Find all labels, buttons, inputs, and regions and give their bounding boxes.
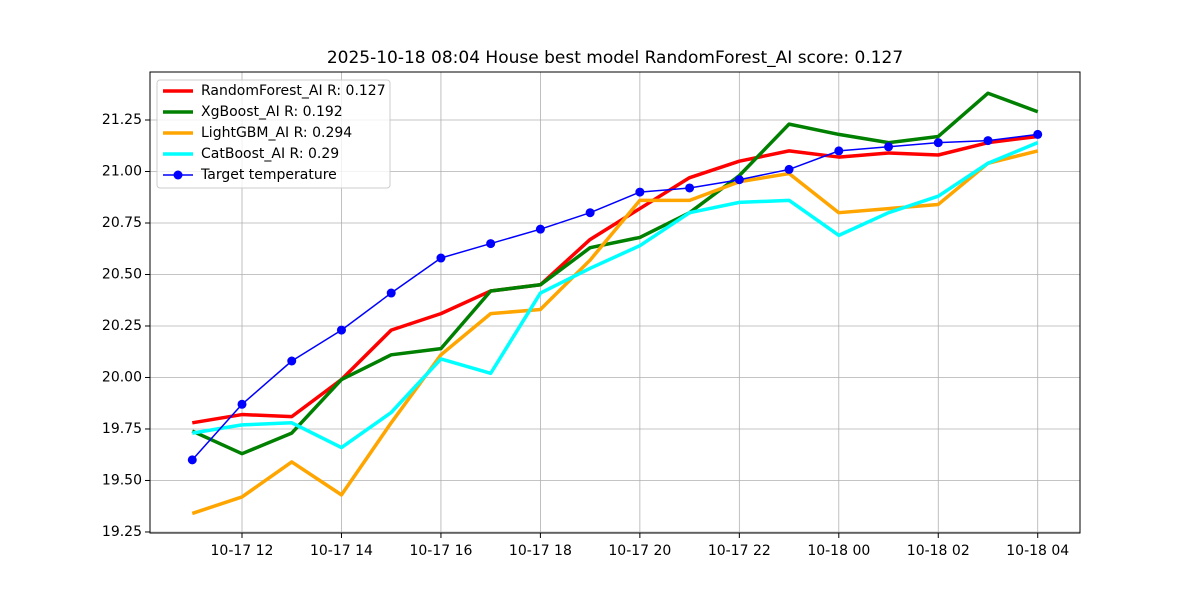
legend-label: XgBoost_AI R: 0.192 bbox=[201, 104, 343, 120]
point bbox=[585, 208, 595, 218]
point bbox=[386, 288, 396, 298]
legend-label: CatBoost_AI R: 0.29 bbox=[201, 146, 339, 162]
legend: RandomForest_AI R: 0.127 XgBoost_AI R: 0.… bbox=[156, 79, 391, 189]
y-tick-label: 19.50 bbox=[102, 472, 142, 488]
y-tick-label: 20.75 bbox=[102, 215, 142, 231]
point bbox=[933, 138, 943, 148]
legend-label: RandomForest_AI R: 0.127 bbox=[201, 83, 386, 99]
legend-marker bbox=[173, 170, 183, 180]
point bbox=[237, 399, 247, 409]
point bbox=[983, 136, 993, 146]
series-line bbox=[191, 149, 1039, 516]
chart-title: 2025-10-18 08:04 House best model Random… bbox=[327, 48, 903, 68]
y-tick-label: 19.75 bbox=[102, 421, 142, 437]
x-tick-label: 10-18 02 bbox=[907, 543, 970, 559]
y-tick-label: 21.25 bbox=[102, 112, 142, 128]
x-tick-label: 10-17 20 bbox=[608, 543, 671, 559]
plot-frame bbox=[149, 71, 1081, 534]
point bbox=[1033, 129, 1043, 139]
x-tick-label: 10-18 04 bbox=[1006, 543, 1069, 559]
point bbox=[784, 164, 794, 174]
y-tick-label: 19.25 bbox=[102, 524, 142, 540]
point bbox=[436, 253, 446, 263]
point bbox=[685, 183, 695, 193]
point bbox=[187, 455, 197, 465]
x-tick-label: 10-17 16 bbox=[409, 543, 472, 559]
series-line bbox=[191, 133, 1038, 461]
y-tick-label: 20.00 bbox=[102, 369, 142, 385]
series-line bbox=[191, 141, 1039, 450]
point bbox=[834, 146, 844, 156]
point bbox=[287, 356, 297, 366]
y-tick-label: 20.50 bbox=[102, 266, 142, 282]
series-line bbox=[191, 91, 1039, 456]
legend-label: LightGBM_AI R: 0.294 bbox=[201, 125, 352, 141]
point bbox=[336, 325, 346, 335]
x-tick-label: 10-17 14 bbox=[310, 543, 373, 559]
y-tick-label: 21.00 bbox=[102, 163, 142, 179]
legend-label: Target temperature bbox=[200, 167, 337, 183]
point bbox=[535, 224, 545, 234]
point bbox=[884, 142, 894, 152]
point bbox=[734, 175, 744, 185]
x-tick-label: 10-17 22 bbox=[708, 543, 771, 559]
point bbox=[486, 239, 496, 249]
x-tick-label: 10-18 00 bbox=[807, 543, 870, 559]
y-tick-label: 20.25 bbox=[102, 318, 142, 334]
series-line bbox=[191, 134, 1038, 425]
point bbox=[635, 187, 645, 197]
legend-box bbox=[156, 79, 391, 189]
x-tick-label: 10-17 18 bbox=[509, 543, 572, 559]
x-tick-label: 10-17 12 bbox=[211, 543, 274, 559]
